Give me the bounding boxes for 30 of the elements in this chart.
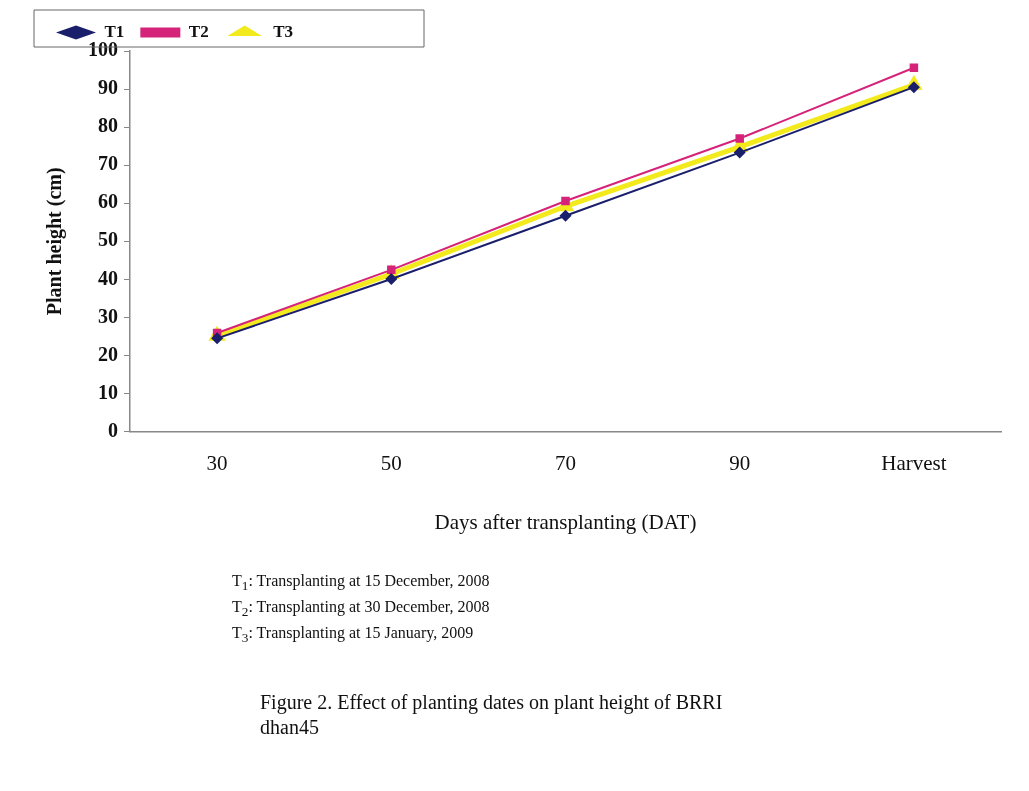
x-tick-label: 70 bbox=[555, 450, 576, 475]
point bbox=[385, 272, 398, 285]
text: T$_{2}$: Transplanting at 30 December, 2008 bbox=[232, 597, 490, 622]
y-tick-label: 10 bbox=[98, 380, 118, 403]
y-tick-label: 0 bbox=[108, 418, 118, 441]
y-tick-label: 80 bbox=[98, 114, 118, 137]
y-tick-label: 70 bbox=[98, 152, 118, 175]
text: T$_{1}$: Transplanting at 15 December, 2008 bbox=[232, 571, 490, 596]
y-tick-label: 100 bbox=[88, 38, 118, 61]
legend-label: T1 bbox=[104, 21, 125, 41]
x-tick-label: Harvest bbox=[881, 450, 947, 475]
legend-label: T2 bbox=[188, 21, 209, 41]
x-axis-title: Days after transplanting (DAT) bbox=[434, 509, 697, 534]
point bbox=[735, 134, 744, 143]
point bbox=[907, 81, 920, 94]
y-axis-title: Plant height (cm) bbox=[43, 167, 67, 316]
text: T$_{3}$: Transplanting at 15 January, 2009 bbox=[232, 623, 475, 648]
x-tick-label: 90 bbox=[729, 450, 751, 475]
y-tick-label: 90 bbox=[98, 76, 118, 99]
y-tick-label: 20 bbox=[98, 342, 118, 365]
point bbox=[559, 209, 572, 222]
y-tick-label: 60 bbox=[98, 190, 118, 213]
point bbox=[733, 146, 746, 159]
x-tick-label: 30 bbox=[206, 450, 228, 475]
y-tick-label: 50 bbox=[98, 228, 118, 251]
y-tick-label: 30 bbox=[98, 304, 118, 327]
y-tick-label: 40 bbox=[98, 266, 118, 289]
x-tick-label: 50 bbox=[380, 450, 402, 475]
text: Figure 2. Effect of planting dates on plant height of BRRI dhan45 bbox=[260, 690, 724, 740]
legend-label: T3 bbox=[273, 21, 294, 41]
